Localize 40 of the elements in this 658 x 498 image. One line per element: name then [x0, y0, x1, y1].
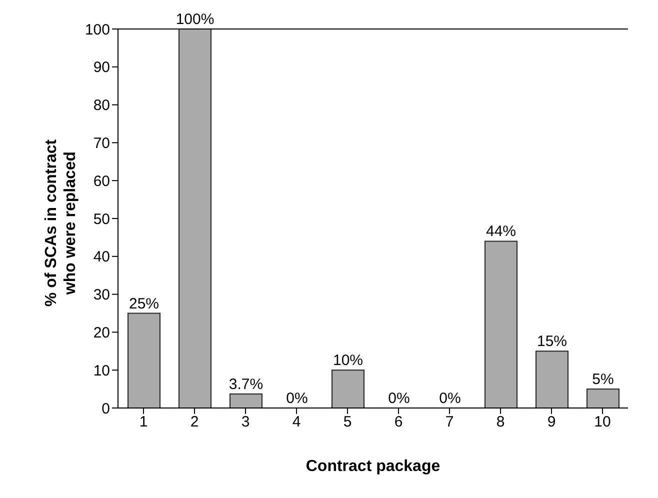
x-tick-label: 6 [394, 414, 403, 431]
y-tick-label: 50 [93, 210, 110, 228]
bar [178, 28, 212, 408]
bar [332, 370, 364, 408]
data-label: 44% [486, 223, 516, 240]
x-tick-label: 2 [190, 414, 199, 431]
y-tick-label: 0 [102, 400, 110, 418]
data-label: 5% [592, 371, 614, 388]
x-tick-label: 5 [343, 414, 352, 431]
y-tick-label: 60 [93, 172, 110, 190]
bar [536, 350, 568, 408]
data-label: 0% [388, 390, 410, 407]
data-label: 3.7% [228, 376, 264, 393]
x-tick-label: 9 [547, 414, 556, 431]
x-tick-label: 4 [292, 414, 301, 431]
data-label: 25% [128, 295, 160, 312]
x-tick-label: 3 [241, 414, 250, 431]
bar [230, 393, 262, 408]
data-label: 0% [439, 390, 461, 407]
y-tick-label: 40 [93, 248, 110, 266]
data-label: 15% [536, 333, 568, 350]
bar [484, 240, 518, 408]
x-tick-label: 7 [445, 414, 454, 431]
y-tick-label: 100 [84, 21, 110, 38]
data-label: 0% [286, 390, 308, 407]
bar [128, 312, 160, 408]
y-tick-label: 10 [93, 362, 110, 380]
y-tick-label: 30 [93, 286, 110, 304]
bar [586, 388, 620, 408]
y-tick-label: 20 [93, 324, 110, 342]
x-tick-label: 1 [139, 414, 148, 431]
x-axis-title: Contract package [304, 458, 442, 476]
y-tick-label: 90 [93, 59, 110, 76]
y-tick-label: 70 [93, 135, 110, 152]
data-label: 10% [332, 352, 364, 370]
x-tick-label: 8 [496, 414, 505, 431]
data-label: 100% [176, 11, 214, 28]
x-tick-label: 10 [594, 414, 611, 431]
y-tick-label: 80 [93, 97, 110, 114]
y-axis-title: % of SCAs in contract who were replaced [43, 138, 79, 307]
